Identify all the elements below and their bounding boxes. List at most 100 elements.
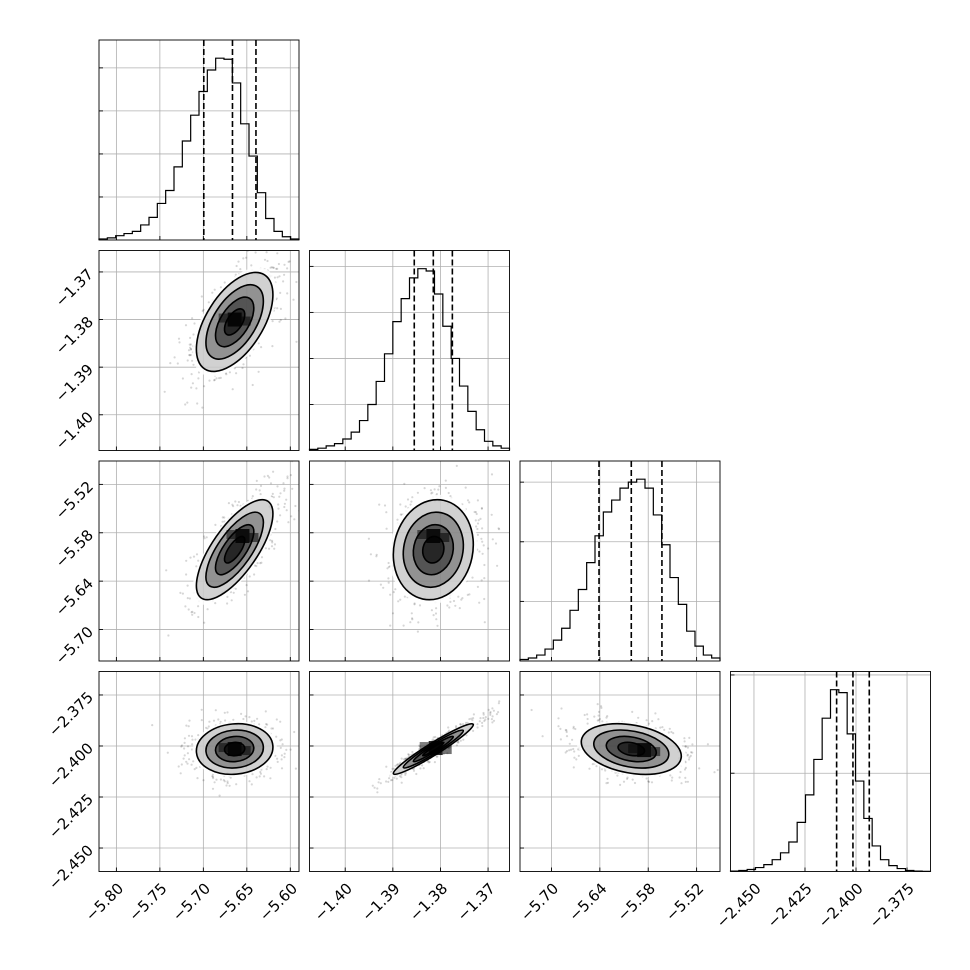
sample-point: [292, 298, 295, 301]
sample-point: [491, 538, 494, 541]
sample-point: [476, 585, 479, 589]
sample-point: [215, 377, 218, 380]
sample-point: [275, 718, 278, 721]
y-tick-label: −5.52: [52, 478, 97, 523]
sample-point: [214, 709, 217, 712]
sample-point: [188, 597, 191, 600]
sample-point: [177, 765, 180, 768]
sample-point: [404, 772, 407, 775]
sample-point: [565, 730, 568, 734]
sample-point: [273, 547, 276, 550]
sample-point: [211, 291, 214, 294]
sample-point: [191, 382, 194, 385]
sample-point: [457, 741, 460, 744]
sample-point: [494, 542, 498, 545]
sample-point: [413, 602, 416, 605]
sample-point: [275, 735, 278, 738]
sample-point: [226, 602, 229, 605]
sample-point: [201, 309, 204, 313]
sample-point: [193, 611, 196, 615]
sample-point: [591, 763, 594, 766]
sample-point: [255, 488, 258, 491]
sample-point: [491, 707, 494, 710]
sample-point: [564, 728, 567, 732]
sample-point: [264, 710, 267, 713]
sample-point: [181, 377, 184, 380]
sample-point: [416, 491, 419, 494]
sample-point: [206, 608, 209, 611]
sample-point: [186, 401, 189, 404]
sample-point: [604, 769, 607, 772]
sample-point: [651, 720, 654, 723]
sample-point: [435, 618, 438, 621]
sample-point: [212, 719, 216, 722]
sample-point: [187, 349, 191, 352]
contour-line-2: [402, 511, 465, 589]
sample-point: [386, 567, 389, 570]
sample-point: [601, 720, 604, 723]
sample-point: [385, 780, 388, 783]
sample-point: [686, 780, 690, 783]
sample-point: [197, 734, 200, 737]
sample-point: [245, 584, 248, 587]
y-tick-label: −1.39: [52, 360, 97, 405]
sample-point: [481, 721, 484, 725]
sample-point: [606, 715, 609, 718]
sample-point: [683, 737, 686, 740]
sample-point: [214, 523, 217, 527]
sample-point: [411, 496, 414, 499]
sample-point: [490, 473, 494, 476]
sample-point: [391, 612, 395, 615]
sample-point: [207, 725, 210, 728]
histogram-2: [519, 478, 721, 661]
sample-point: [394, 764, 397, 768]
sample-point: [413, 603, 416, 606]
sample-point: [232, 591, 235, 594]
sample-point: [433, 761, 436, 764]
sample-point: [654, 712, 657, 715]
scatter-panel-0-1: [98, 250, 300, 451]
sample-point: [259, 562, 262, 565]
sample-point: [293, 730, 296, 734]
contour-line-3: [195, 498, 274, 601]
sample-point: [276, 276, 279, 279]
sample-point: [208, 379, 211, 382]
sample-point: [202, 308, 205, 311]
sample-point: [183, 741, 186, 745]
sample-point: [559, 738, 563, 741]
sample-point: [219, 286, 222, 289]
sample-point: [177, 337, 181, 340]
contour-line-2: [205, 511, 265, 589]
sample-point: [616, 774, 619, 777]
sample-point: [475, 525, 478, 528]
sample-point: [188, 353, 191, 357]
sample-point: [283, 502, 286, 505]
sample-point: [574, 727, 577, 731]
sample-point: [179, 591, 182, 595]
sample-point: [396, 763, 399, 767]
sample-point: [269, 482, 273, 485]
sample-point: [176, 362, 179, 365]
sample-point: [406, 498, 410, 501]
sample-point: [481, 724, 484, 728]
sample-point: [476, 527, 479, 531]
sample-point: [191, 359, 194, 362]
sample-point: [430, 609, 433, 612]
sample-point: [163, 390, 166, 393]
sample-point: [253, 719, 256, 723]
sample-point: [181, 592, 184, 595]
contour-line-2: [592, 729, 670, 769]
sample-point: [472, 729, 475, 733]
sample-point: [248, 575, 251, 578]
sample-point: [411, 617, 414, 620]
sample-point: [679, 770, 682, 774]
sample-point: [213, 781, 216, 784]
sample-point: [573, 750, 576, 753]
sample-point: [455, 725, 458, 728]
sample-point: [282, 280, 285, 283]
sample-point: [684, 780, 687, 784]
sample-point: [243, 593, 246, 596]
sample-point: [586, 713, 589, 716]
sample-point: [481, 527, 484, 530]
hist-frame-0: [98, 39, 300, 241]
